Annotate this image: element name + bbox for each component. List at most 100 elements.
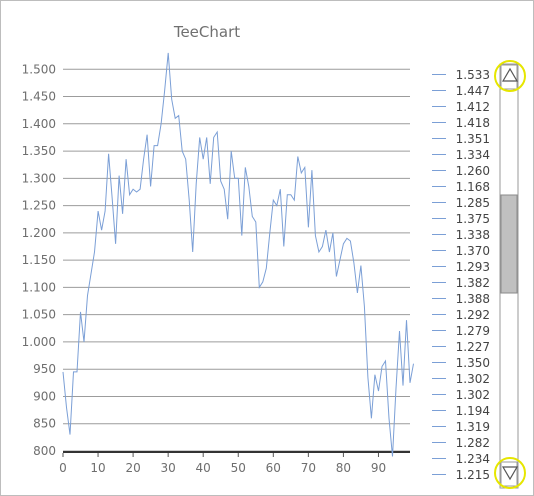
data-point (125, 159, 126, 160)
data-point (154, 145, 155, 146)
data-point (87, 295, 88, 296)
legend-item: 1.350 (432, 356, 490, 370)
y-axis: 800 850 900 950 1.000 1.050 1.100 1.150 1.200 1.2… (22, 62, 56, 458)
data-point (227, 219, 228, 220)
data-point (118, 175, 119, 176)
data-point (182, 150, 183, 151)
data-point (304, 167, 305, 168)
legend-label: 1.338 (456, 228, 490, 242)
data-point (406, 320, 407, 321)
data-point (136, 191, 137, 192)
chart-title: TeeChart (173, 23, 240, 41)
data-point (266, 268, 267, 269)
legend-label: 1.370 (456, 244, 490, 258)
legend-item: 1.285 (432, 196, 490, 210)
legend-item: 1.319 (432, 420, 490, 434)
y-tick-label: 1.300 (22, 171, 56, 185)
data-point (143, 159, 144, 160)
data-point (122, 213, 123, 214)
legend-item: 1.168 (432, 180, 490, 194)
data-point (252, 216, 253, 217)
y-tick-label: 1.050 (22, 308, 56, 322)
data-point (245, 167, 246, 168)
scroll-down-button[interactable] (494, 457, 526, 489)
data-point (101, 230, 102, 231)
data-point (220, 180, 221, 181)
data-point (332, 232, 333, 233)
data-point (276, 205, 277, 206)
data-point (290, 194, 291, 195)
legend-item: 1.388 (432, 292, 490, 306)
legend-label: 1.351 (456, 132, 490, 146)
data-point (94, 251, 95, 252)
data-point (259, 287, 260, 288)
data-point (189, 200, 190, 201)
legend-label: 1.533 (456, 68, 490, 82)
data-point (371, 418, 372, 419)
data-point (161, 123, 162, 124)
data-point (238, 178, 239, 179)
data-point (280, 189, 281, 190)
triangle-up-icon (501, 67, 519, 82)
data-point (308, 227, 309, 228)
data-point (413, 363, 414, 364)
data-point (97, 210, 98, 211)
series-layer (62, 52, 414, 457)
y-tick-label: 950 (33, 362, 56, 376)
data-point (150, 186, 151, 187)
data-point (203, 159, 204, 160)
data-point (241, 235, 242, 236)
data-point (311, 170, 312, 171)
data-point (111, 197, 112, 198)
legend-item: 1.418 (432, 116, 490, 130)
y-tick-label: 1.250 (22, 199, 56, 213)
y-tick-label: 1.400 (22, 117, 56, 131)
data-point (329, 251, 330, 252)
grid-lines (63, 68, 410, 453)
data-point (392, 456, 393, 457)
data-point (157, 145, 158, 146)
data-point (104, 210, 105, 211)
data-point (69, 434, 70, 435)
series-line (62, 52, 414, 457)
legend-label: 1.412 (456, 100, 490, 114)
legend-label: 1.282 (456, 436, 490, 450)
data-point (350, 240, 351, 241)
legend-label: 1.194 (456, 404, 490, 418)
data-point (343, 243, 344, 244)
legend-item: 1.292 (432, 308, 490, 322)
legend-item: 1.412 (432, 100, 490, 114)
data-point (269, 232, 270, 233)
data-point (66, 407, 67, 408)
scroll-up-button[interactable] (494, 60, 526, 92)
legend-label: 1.382 (456, 276, 490, 290)
scrollbar-thumb[interactable] (500, 194, 518, 294)
legend-item: 1.215 (432, 468, 490, 482)
x-tick-label: 90 (371, 461, 386, 475)
legend: 1.533 1.447 1.412 1.418 1.351 1.334 1.260 1.168… (432, 68, 490, 482)
data-point (381, 366, 382, 367)
legend-label: 1.215 (456, 468, 490, 482)
data-point (199, 137, 200, 138)
legend-scrollbar[interactable] (494, 60, 526, 489)
data-point (409, 382, 410, 383)
data-point (353, 262, 354, 263)
data-point (164, 90, 165, 91)
legend-label: 1.234 (456, 452, 490, 466)
x-tick-label: 10 (90, 461, 105, 475)
data-point (297, 156, 298, 157)
legend-item: 1.302 (432, 372, 490, 386)
legend-label: 1.375 (456, 212, 490, 226)
data-point (339, 260, 340, 261)
data-point (325, 230, 326, 231)
legend-item: 1.338 (432, 228, 490, 242)
legend-label: 1.302 (456, 372, 490, 386)
y-tick-label: 1.500 (22, 62, 56, 76)
triangle-down-icon (501, 466, 519, 481)
data-point (76, 371, 77, 372)
legend-label: 1.388 (456, 292, 490, 306)
data-point (206, 137, 207, 138)
legend-item: 1.194 (432, 404, 490, 418)
